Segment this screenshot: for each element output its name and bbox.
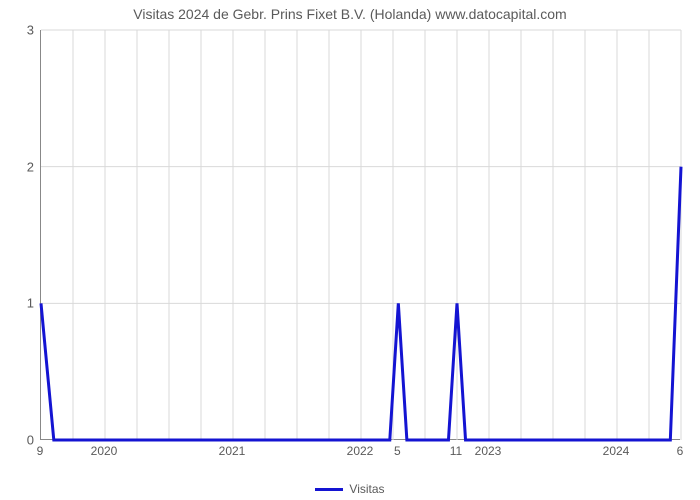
y-tick-label: 3 — [27, 23, 34, 38]
data-point-label: 9 — [37, 444, 44, 458]
legend: Visitas — [0, 481, 700, 496]
x-tick-label: 2021 — [219, 444, 246, 458]
x-tick-label: 2022 — [347, 444, 374, 458]
chart-svg — [41, 30, 680, 439]
legend-label: Visitas — [349, 482, 384, 496]
y-tick-label: 2 — [27, 159, 34, 174]
x-tick-label: 2024 — [603, 444, 630, 458]
data-point-label: 6 — [677, 444, 684, 458]
chart-title: Visitas 2024 de Gebr. Prins Fixet B.V. (… — [0, 6, 700, 22]
x-tick-label: 2020 — [91, 444, 118, 458]
y-tick-label: 0 — [27, 433, 34, 448]
legend-swatch — [315, 488, 343, 491]
x-tick-label: 2023 — [475, 444, 502, 458]
plot-area — [40, 30, 680, 440]
chart-container: Visitas 2024 de Gebr. Prins Fixet B.V. (… — [0, 0, 700, 500]
y-tick-label: 1 — [27, 296, 34, 311]
data-point-label: 5 — [394, 444, 401, 458]
data-point-label: 11 — [450, 444, 462, 458]
